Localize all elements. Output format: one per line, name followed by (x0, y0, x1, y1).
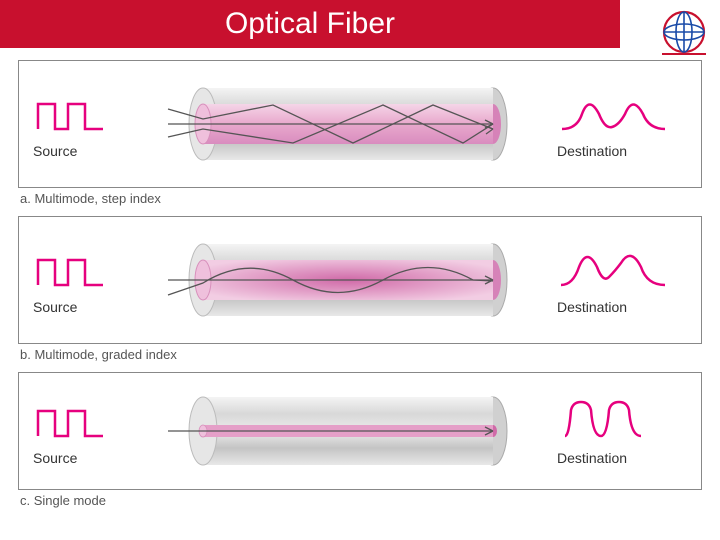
fiber-single-mode-icon (163, 381, 523, 481)
page-title: Optical Fiber (225, 7, 395, 41)
dest-block: Destination (557, 245, 687, 315)
caption-a: a. Multimode, step index (20, 191, 702, 206)
source-block: Source (33, 89, 128, 159)
source-label: Source (33, 143, 77, 159)
source-block: Source (33, 396, 128, 466)
fiber-step-index-icon (163, 69, 523, 179)
dest-block: Destination (557, 396, 687, 466)
dest-label: Destination (557, 143, 627, 159)
dest-pulse-rounded-icon (557, 89, 677, 139)
globe-logo-icon (660, 8, 708, 56)
panel-single-mode: Source (18, 372, 702, 490)
diagram-area: Source (0, 48, 720, 526)
source-pulse-icon (33, 245, 123, 295)
fiber-graded-index-icon (163, 225, 523, 335)
dest-block: Destination (557, 89, 687, 159)
fiber-block (128, 225, 557, 335)
dest-label: Destination (557, 299, 627, 315)
source-block: Source (33, 245, 128, 315)
fiber-block (128, 69, 557, 179)
panel-multimode-graded: Source (18, 216, 702, 344)
caption-b: b. Multimode, graded index (20, 347, 702, 362)
caption-c: c. Single mode (20, 493, 702, 508)
source-label: Source (33, 299, 77, 315)
dest-pulse-square-icon (557, 396, 677, 446)
source-pulse-icon (33, 89, 123, 139)
source-pulse-icon (33, 396, 123, 446)
title-bar: Optical Fiber (0, 0, 620, 48)
dest-pulse-rounded-wide-icon (557, 245, 677, 295)
fiber-block (128, 381, 557, 481)
source-label: Source (33, 450, 77, 466)
panel-multimode-step: Source (18, 60, 702, 188)
dest-label: Destination (557, 450, 627, 466)
